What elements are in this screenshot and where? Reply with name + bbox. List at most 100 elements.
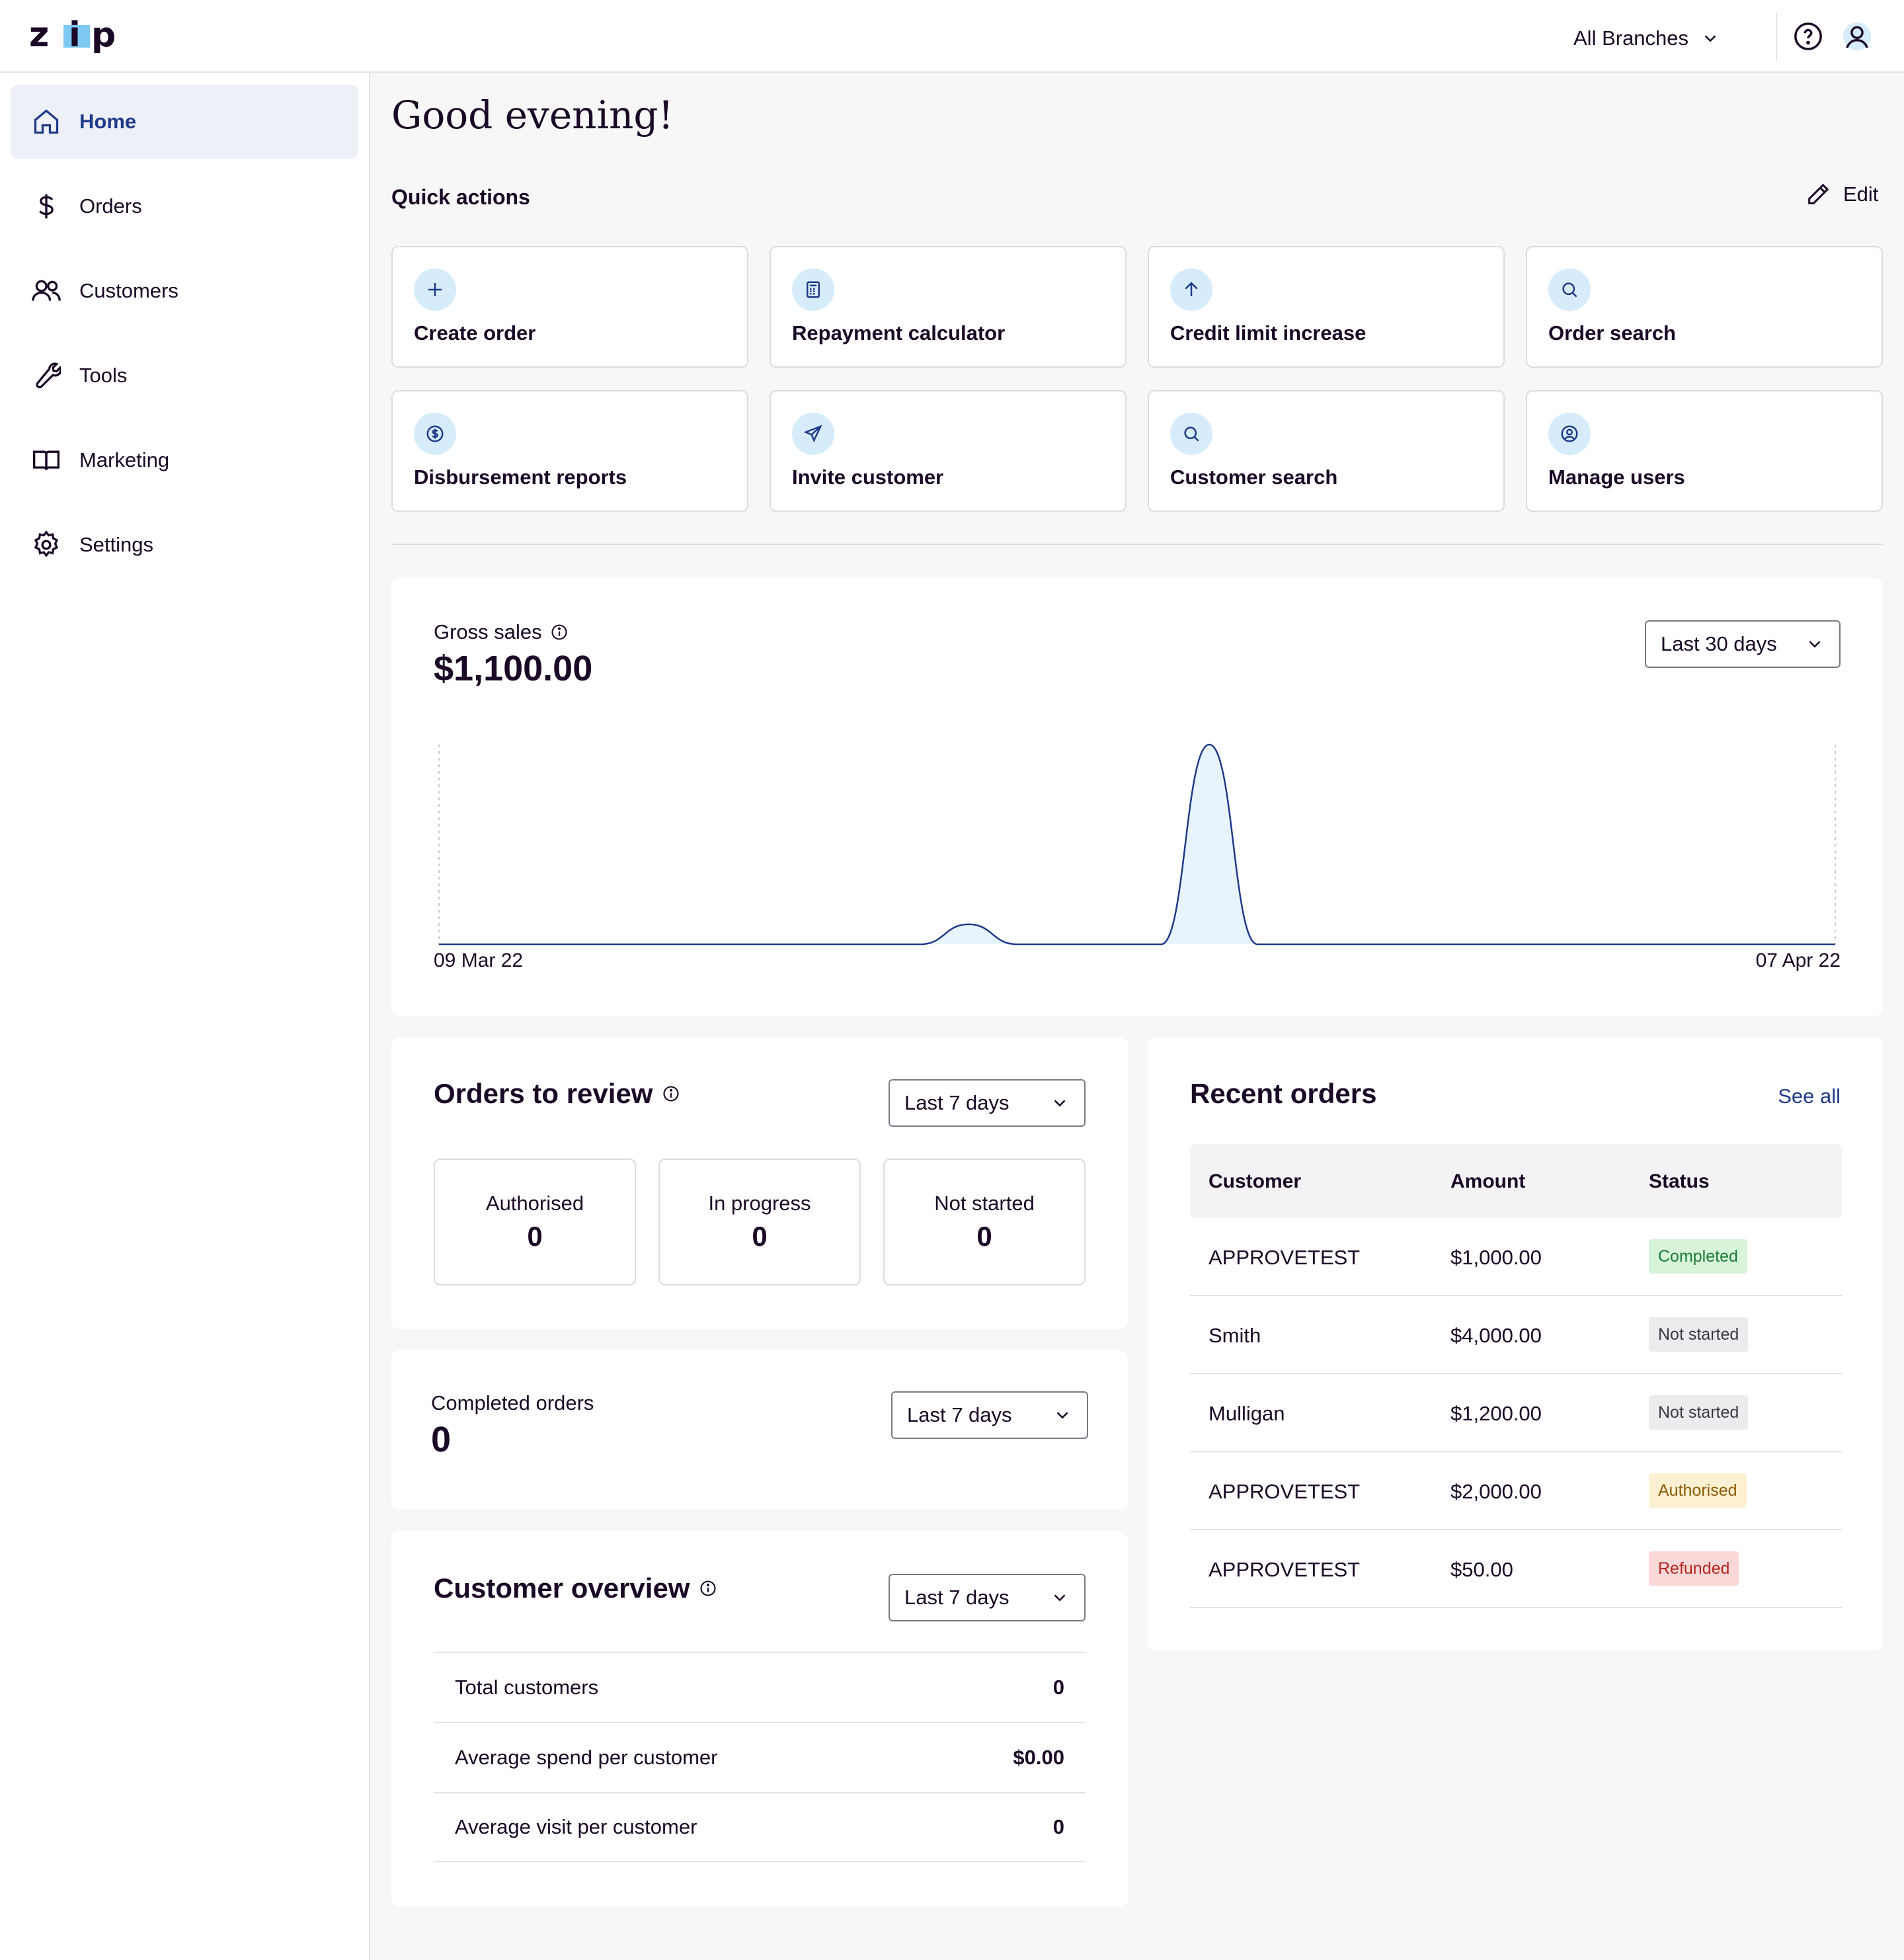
edit-label: Edit xyxy=(1843,183,1879,206)
quick-action-repayment-calculator[interactable]: Repayment calculator xyxy=(770,246,1127,368)
gross-sales-value: $1,100.00 xyxy=(434,649,593,688)
svg-text:i: i xyxy=(69,15,81,53)
gross-sales-label: Gross sales xyxy=(434,620,542,643)
branch-selector[interactable]: All Branches xyxy=(1573,19,1720,58)
chevron-down-icon xyxy=(1054,1100,1066,1107)
top-header: z i p All Branches xyxy=(0,0,1904,73)
cell-customer: Mulligan xyxy=(1209,1402,1285,1425)
chevron-down-icon xyxy=(1056,1412,1068,1419)
book-icon xyxy=(33,450,60,470)
range-label: Last 7 days xyxy=(907,1403,1012,1426)
search-icon xyxy=(1548,268,1591,311)
user-icon[interactable] xyxy=(1842,21,1872,52)
quick-action-create-order[interactable]: Create order xyxy=(391,246,748,368)
quick-action-label: Repayment calculator xyxy=(792,321,1006,345)
chart-x-end-label: 07 Apr 22 xyxy=(1755,950,1841,971)
sidebar-item-marketing[interactable]: Marketing xyxy=(11,423,358,497)
chart-area-fill xyxy=(439,745,1835,944)
plus-icon xyxy=(414,268,456,311)
gross-sales-label-row: Gross sales xyxy=(434,620,569,644)
chevron-down-icon xyxy=(1809,641,1821,648)
status-badge: Not started xyxy=(1649,1395,1749,1430)
column-header-amount[interactable]: Amount xyxy=(1450,1170,1526,1192)
chevron-down-icon xyxy=(1704,35,1716,42)
table-row[interactable]: Mulligan $1,200.00 Not started xyxy=(1190,1374,1842,1452)
status-badge: Not started xyxy=(1649,1317,1749,1352)
table-row[interactable]: APPROVETEST $1,000.00 Completed xyxy=(1190,1218,1842,1296)
quick-action-label: Create order xyxy=(414,321,536,345)
quick-action-invite-customer[interactable]: Invite customer xyxy=(770,390,1127,512)
overview-row-value: 0 xyxy=(1052,1676,1064,1699)
cell-customer: APPROVETEST xyxy=(1209,1558,1361,1581)
status-badge: Authorised xyxy=(1649,1473,1747,1508)
sidebar-item-label: Marketing xyxy=(79,448,170,471)
overview-row-value: $0.00 xyxy=(1013,1746,1064,1769)
sidebar-item-customers[interactable]: Customers xyxy=(11,254,358,328)
cell-amount: $50.00 xyxy=(1450,1558,1513,1581)
sidebar-item-home[interactable]: Home xyxy=(11,85,358,159)
quick-action-label: Customer search xyxy=(1170,466,1338,489)
calculator-icon xyxy=(792,268,834,311)
zip-logo[interactable]: z i p xyxy=(29,13,130,53)
branch-label: All Branches xyxy=(1573,26,1689,50)
search-icon xyxy=(1170,413,1212,455)
send-icon xyxy=(792,413,834,455)
section-divider xyxy=(391,544,1883,545)
stat-authorised[interactable]: Authorised 0 xyxy=(434,1159,636,1286)
overview-row-average-spend: Average spend per customer $0.00 xyxy=(434,1722,1086,1792)
status-badge: Completed xyxy=(1649,1239,1747,1274)
pencil-icon xyxy=(1808,183,1829,204)
stat-label: In progress xyxy=(708,1192,811,1215)
sidebar-item-label: Settings xyxy=(79,533,154,556)
stat-not-started[interactable]: Not started 0 xyxy=(883,1159,1086,1286)
quick-action-manage-users[interactable]: Manage users xyxy=(1526,390,1883,512)
quick-action-customer-search[interactable]: Customer search xyxy=(1148,390,1505,512)
table-row[interactable]: Smith $4,000.00 Not started xyxy=(1190,1296,1842,1374)
greeting-title: Good evening! xyxy=(391,93,674,138)
sidebar-item-tools[interactable]: Tools xyxy=(11,339,358,413)
gross-sales-panel: Gross sales $1,100.00 Last 30 days 09 Ma… xyxy=(391,578,1883,1016)
cell-customer: APPROVETEST xyxy=(1209,1246,1361,1269)
sidebar-item-label: Home xyxy=(79,110,137,133)
column-header-status[interactable]: Status xyxy=(1649,1170,1710,1192)
wrench-icon xyxy=(36,362,61,389)
overview-row-label: Total customers xyxy=(455,1676,599,1699)
table-row[interactable]: APPROVETEST $2,000.00 Authorised xyxy=(1190,1452,1842,1530)
quick-action-order-search[interactable]: Order search xyxy=(1526,246,1883,368)
help-icon[interactable] xyxy=(1793,21,1823,52)
stat-value: 0 xyxy=(976,1221,992,1252)
stat-label: Authorised xyxy=(485,1192,584,1215)
overview-row-average-visit: Average visit per customer 0 xyxy=(434,1792,1086,1862)
see-all-link[interactable]: See all xyxy=(1778,1084,1841,1108)
range-label: Last 30 days xyxy=(1661,632,1777,655)
table-row[interactable]: APPROVETEST $50.00 Refunded xyxy=(1190,1530,1842,1608)
info-icon[interactable] xyxy=(550,623,569,641)
arrow-up-icon xyxy=(1170,268,1212,311)
completed-orders-panel: Completed orders 0 Last 7 days xyxy=(391,1350,1128,1509)
gross-sales-range-dropdown[interactable]: Last 30 days xyxy=(1645,620,1841,668)
dollar-icon xyxy=(39,194,54,219)
orders-to-review-range-dropdown[interactable]: Last 7 days xyxy=(889,1079,1086,1127)
overview-row-total-customers: Total customers 0 xyxy=(434,1652,1086,1722)
cell-amount: $4,000.00 xyxy=(1450,1324,1542,1347)
quick-action-disbursement-reports[interactable]: Disbursement reports xyxy=(391,390,748,512)
cell-customer: Smith xyxy=(1209,1324,1261,1347)
orders-to-review-panel: Orders to review Last 7 days Authorised … xyxy=(391,1037,1128,1329)
completed-orders-range-dropdown[interactable]: Last 7 days xyxy=(891,1391,1088,1439)
home-icon xyxy=(34,109,59,134)
edit-quick-actions-button[interactable]: Edit xyxy=(1805,181,1878,208)
info-icon[interactable] xyxy=(662,1084,680,1103)
gear-icon xyxy=(34,530,59,557)
customer-overview-range-dropdown[interactable]: Last 7 days xyxy=(889,1574,1086,1621)
quick-action-credit-limit-increase[interactable]: Credit limit increase xyxy=(1148,246,1505,368)
header-divider xyxy=(1776,13,1777,61)
column-header-customer[interactable]: Customer xyxy=(1209,1170,1302,1192)
info-icon[interactable] xyxy=(699,1579,717,1598)
recent-orders-table-header: Customer Amount Status xyxy=(1190,1144,1842,1218)
stat-in-progress[interactable]: In progress 0 xyxy=(658,1159,861,1286)
customer-overview-panel: Customer overview Last 7 days Total cust… xyxy=(391,1531,1128,1907)
cell-amount: $2,000.00 xyxy=(1450,1480,1542,1503)
sidebar-item-orders[interactable]: Orders xyxy=(11,169,358,243)
sidebar-item-settings[interactable]: Settings xyxy=(11,508,358,582)
cell-amount: $1,000.00 xyxy=(1450,1246,1542,1269)
